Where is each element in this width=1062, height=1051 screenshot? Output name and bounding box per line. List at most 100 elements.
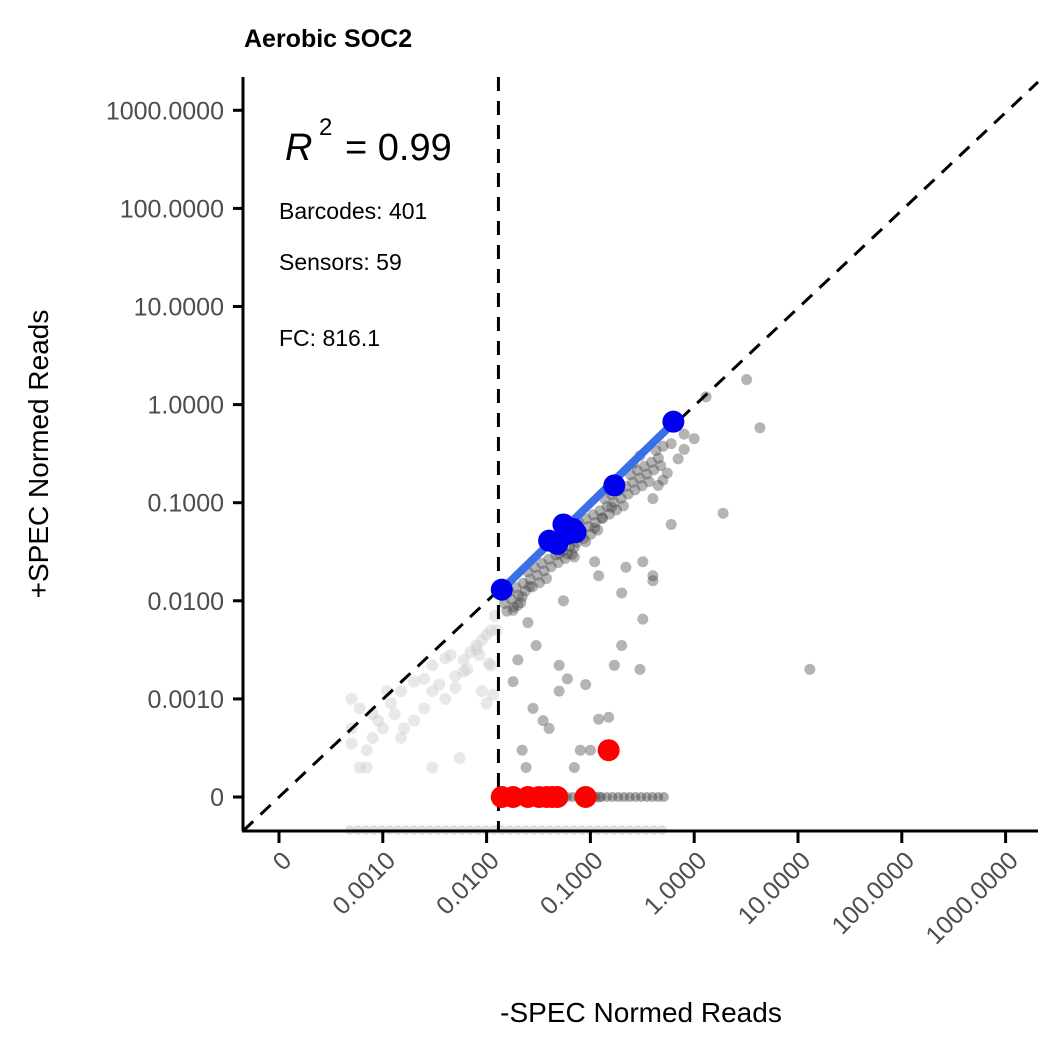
background-point xyxy=(608,659,620,671)
cluster-point xyxy=(545,561,557,573)
background-point xyxy=(507,676,519,688)
cluster-point xyxy=(499,598,511,610)
cluster-point xyxy=(643,476,655,488)
cluster-point xyxy=(508,601,520,613)
y-tick-label: 0.0010 xyxy=(148,686,224,714)
background-point xyxy=(665,518,677,530)
below-threshold-point xyxy=(376,722,389,735)
cluster-point xyxy=(629,484,641,496)
cluster-point xyxy=(601,501,613,513)
background-point xyxy=(700,391,712,403)
barcodes-annotation: Barcodes: 401 xyxy=(279,198,427,224)
background-point xyxy=(516,744,528,756)
below-threshold-point xyxy=(433,678,446,691)
sensor-point xyxy=(603,474,626,497)
below-threshold-point xyxy=(484,659,497,672)
cluster-point xyxy=(603,508,615,520)
background-point xyxy=(672,453,684,465)
below-threshold-point xyxy=(449,670,462,683)
background-point xyxy=(652,479,664,491)
background-point xyxy=(557,595,569,607)
cluster-point xyxy=(608,496,620,508)
below-threshold-point xyxy=(480,697,493,710)
background-point xyxy=(637,613,649,625)
background-point xyxy=(561,673,573,685)
r2-value: = 0.99 xyxy=(345,127,452,169)
background-point xyxy=(717,507,729,519)
background-point xyxy=(522,617,534,629)
below-threshold-point xyxy=(475,685,488,698)
below-threshold-point xyxy=(444,649,457,662)
background-point xyxy=(661,467,673,479)
cluster-point xyxy=(631,465,643,477)
cluster-point xyxy=(540,573,552,585)
background-point xyxy=(553,685,565,697)
background-point xyxy=(637,556,649,568)
cluster-point xyxy=(589,516,601,528)
cluster-point xyxy=(636,480,648,492)
below-threshold-point xyxy=(418,672,431,685)
below-threshold-point xyxy=(353,761,366,774)
cluster-point xyxy=(655,460,667,472)
below-threshold-point xyxy=(473,649,486,662)
cluster-point xyxy=(648,464,660,476)
background-point xyxy=(568,551,580,563)
sensor-point xyxy=(490,578,513,601)
cluster-point xyxy=(515,597,527,609)
cluster-point xyxy=(510,582,522,594)
background-point xyxy=(589,522,601,534)
cluster-point xyxy=(594,505,606,517)
cluster-point xyxy=(622,488,634,500)
background-point xyxy=(678,443,690,455)
sensor-points-layer xyxy=(490,410,685,601)
fit-line xyxy=(497,418,678,594)
r2-exponent: 2 xyxy=(319,114,332,141)
below-threshold-point xyxy=(385,697,398,710)
y-tick-label: 0.0100 xyxy=(148,588,224,616)
cluster-point xyxy=(641,468,653,480)
below-threshold-point xyxy=(464,646,477,659)
zero-band-point xyxy=(607,792,618,802)
cluster-point xyxy=(596,512,608,524)
y-tick-label: 10.0000 xyxy=(134,294,224,322)
fit-line-layer xyxy=(497,418,678,594)
cluster-point xyxy=(638,460,650,472)
background-point xyxy=(524,580,536,592)
cluster-point xyxy=(566,548,578,560)
below-threshold-point xyxy=(366,731,379,744)
background-point xyxy=(516,591,528,603)
background-point xyxy=(804,663,816,675)
background-point xyxy=(574,744,586,756)
zero-band-point xyxy=(630,792,641,802)
below-threshold-point xyxy=(395,731,408,744)
below-threshold-point xyxy=(457,665,470,678)
cluster-point xyxy=(512,589,524,601)
background-point xyxy=(507,604,519,616)
background-point xyxy=(580,679,592,691)
cluster-point xyxy=(501,605,513,617)
background-point xyxy=(568,541,580,553)
x-tick-label: 0.0010 xyxy=(327,846,401,920)
sensors-annotation: Sensors: 59 xyxy=(279,249,402,275)
background-point xyxy=(520,761,532,773)
zero-points-layer xyxy=(490,739,620,808)
sensor-point xyxy=(662,410,685,433)
background-point xyxy=(620,561,632,573)
below-threshold-point xyxy=(408,675,421,688)
background-point xyxy=(512,599,524,611)
below-threshold-point xyxy=(490,624,503,637)
below-threshold-points-layer xyxy=(345,609,503,774)
cluster-point xyxy=(652,452,664,464)
cluster-point xyxy=(536,557,548,569)
cluster-point xyxy=(552,557,564,569)
zero-band-point xyxy=(619,792,629,802)
x-tick-label: 0.1000 xyxy=(535,846,609,920)
x-axis-ticks: 0 0.0010 0.0100 0.1000 1.0000 10.0000 100.0000… xyxy=(268,831,1024,950)
background-point xyxy=(665,438,677,450)
sensor-point xyxy=(564,521,587,544)
background-point xyxy=(754,422,766,434)
cluster-point xyxy=(645,456,657,468)
x-tick-label: 10.0000 xyxy=(733,846,817,930)
zero-band-point xyxy=(641,792,652,802)
fc-annotation: FC: 816.1 xyxy=(279,325,380,351)
